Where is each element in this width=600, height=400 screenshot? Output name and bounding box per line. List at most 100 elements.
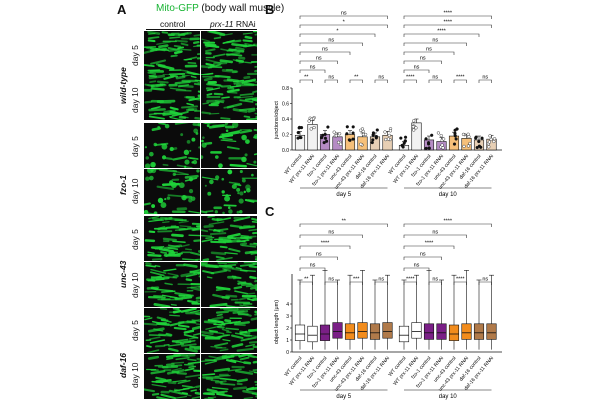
mito-strand (219, 33, 233, 37)
sig-c10-low-sig: **** (406, 277, 415, 283)
mito-dot (244, 153, 248, 157)
mito-strand (220, 48, 234, 53)
mito-strand (167, 380, 177, 385)
mito-strand (180, 42, 189, 47)
y-tick-label: 0.2 (282, 133, 289, 139)
sig-b10-high-sig: ns (414, 65, 420, 71)
mito-strand (193, 332, 200, 336)
mito-strand (186, 102, 195, 106)
y-axis-label: junctions/object (274, 101, 280, 140)
mito-strand (165, 225, 180, 229)
mito-strand (150, 276, 165, 279)
mito-strand (233, 323, 246, 327)
sig-b10-low-bracket (453, 79, 467, 83)
mito-strand (191, 325, 200, 331)
mito-strand (252, 263, 257, 265)
mito-strand (161, 31, 169, 34)
mito-strand (248, 228, 257, 232)
sig-c5-low-bracket (299, 281, 313, 285)
data-point (452, 142, 457, 146)
sig-c10-high-sig: ns (432, 230, 438, 236)
mito-strand (248, 328, 257, 333)
sig-b5-high-sig: * (343, 20, 346, 26)
micrograph-texture (201, 31, 257, 76)
data-point (426, 141, 431, 145)
mito-strand (193, 40, 200, 45)
mito-strand (243, 44, 252, 48)
mito-dot (245, 184, 251, 190)
mito-strand (206, 388, 218, 393)
mito-dot (147, 169, 154, 174)
mito-strand (254, 112, 257, 115)
sig-b5-high-sig: ns (322, 47, 328, 53)
mito-strand (176, 372, 188, 375)
micrograph-texture (144, 308, 200, 353)
mito-strand (235, 266, 242, 270)
mito-strand (246, 162, 257, 167)
mito-strand (168, 251, 176, 256)
mito-strand (163, 378, 172, 383)
mito-strand (197, 90, 200, 93)
data-point (374, 134, 379, 139)
micrograph-r3-c1 (201, 169, 257, 214)
mito-strand (175, 75, 186, 80)
mito-strand (175, 356, 190, 361)
box (473, 323, 485, 340)
micrograph-texture (201, 308, 257, 352)
mito-strand (204, 360, 217, 365)
mito-strand (189, 345, 196, 348)
data-point (339, 142, 343, 146)
group-label-wild-type: wild-type (118, 67, 128, 104)
mito-strand (171, 338, 189, 343)
mito-strand (225, 358, 237, 364)
data-point (424, 137, 428, 141)
data-point (322, 141, 326, 145)
mito-strand (148, 32, 156, 35)
group-label-daf-16: daf-16 (118, 352, 128, 378)
sig-b10-high-bracket (403, 60, 442, 64)
mito-strand (176, 164, 193, 168)
mito-strand (168, 343, 185, 347)
mito-strand (226, 146, 240, 150)
mito-strand (204, 141, 213, 145)
mito-strand (170, 54, 178, 58)
mito-dot (144, 163, 151, 168)
data-point (466, 144, 471, 148)
mito-dot (191, 137, 196, 142)
mito-strand (167, 194, 183, 198)
mito-strand (229, 320, 241, 325)
mito-strand (186, 285, 200, 289)
mito-strand (198, 377, 200, 379)
mito-strand (156, 396, 171, 399)
micrograph-texture (144, 216, 200, 261)
mito-strand (144, 317, 153, 321)
mito-strand (158, 44, 169, 49)
mito-strand (173, 44, 182, 48)
mito-strand (166, 369, 185, 375)
mito-strand (160, 393, 176, 399)
mito-strand (147, 251, 155, 255)
data-point (427, 146, 431, 150)
data-point (399, 136, 403, 140)
mito-strand (164, 282, 173, 286)
mito-strand (193, 45, 200, 48)
mito-strand (243, 115, 251, 119)
micrograph-texture (201, 354, 257, 399)
sig-b10-low-sig: **** (406, 75, 415, 81)
mito-strand (165, 332, 173, 337)
mito-strand (201, 111, 212, 115)
sig-b5-high-sig: ns (316, 56, 322, 62)
mito-dot (232, 123, 239, 129)
mito-strand (192, 123, 200, 127)
sig-c5-high-sig: ** (342, 219, 347, 225)
data-point (359, 142, 363, 146)
box (294, 324, 306, 341)
data-point (401, 145, 405, 149)
mito-dot (239, 170, 243, 174)
mito-strand (206, 43, 218, 48)
mito-dot (253, 160, 257, 164)
mito-strand (149, 80, 157, 83)
mito-strand (254, 283, 257, 286)
